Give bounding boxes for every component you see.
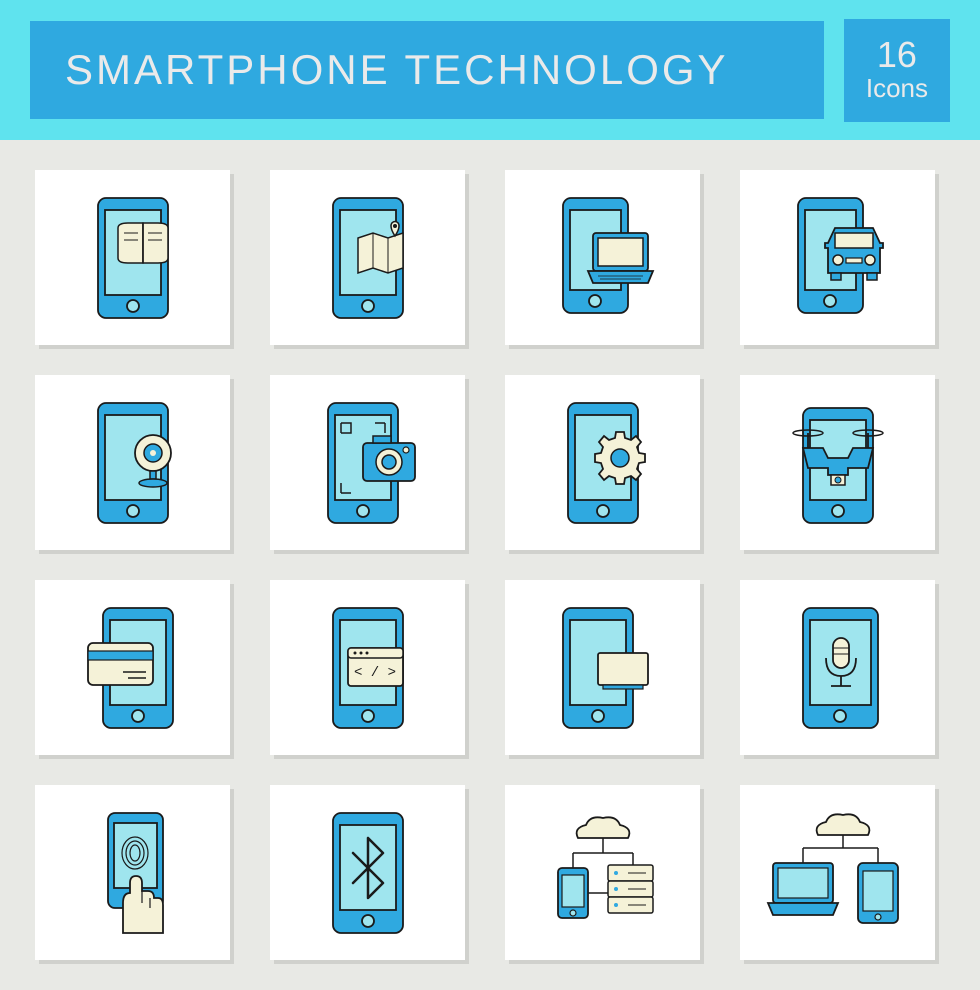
icon-count: 16 (866, 37, 928, 73)
camera-icon (303, 393, 433, 533)
tile-mic (740, 580, 935, 755)
tv-remote-icon (538, 598, 668, 738)
svg-text:< / >: < / > (353, 665, 395, 681)
drone-icon (773, 393, 903, 533)
tile-cloud-devices (740, 785, 935, 960)
bluetooth-icon (303, 803, 433, 943)
tile-bluetooth (270, 785, 465, 960)
tile-car (740, 170, 935, 345)
icon-count-label: Icons (866, 73, 928, 104)
laptop-sync-icon (538, 188, 668, 328)
tile-cloud-server (505, 785, 700, 960)
tile-drone (740, 375, 935, 550)
page-title: SMARTPHONE TECHNOLOGY (65, 46, 789, 94)
header-banner: SMARTPHONE TECHNOLOGY 16 Icons (0, 0, 980, 140)
tile-webcam (35, 375, 230, 550)
code-dev-icon: < / > (303, 598, 433, 738)
ebook-icon (68, 188, 198, 328)
car-control-icon (773, 188, 903, 328)
tile-fingerprint (35, 785, 230, 960)
microphone-icon (773, 598, 903, 738)
count-box: 16 Icons (844, 19, 950, 122)
webcam-icon (68, 393, 198, 533)
cloud-devices-icon (758, 803, 918, 943)
icon-grid: < / > (0, 140, 980, 990)
tile-laptop (505, 170, 700, 345)
fingerprint-icon (68, 803, 198, 943)
settings-icon (538, 393, 668, 533)
tile-code: < / > (270, 580, 465, 755)
tile-ebook (35, 170, 230, 345)
tile-camera (270, 375, 465, 550)
tile-payment (35, 580, 230, 755)
credit-card-icon (68, 598, 198, 738)
tile-tv (505, 580, 700, 755)
tile-settings (505, 375, 700, 550)
cloud-server-icon (528, 803, 678, 943)
title-box: SMARTPHONE TECHNOLOGY (30, 21, 824, 119)
map-icon (303, 188, 433, 328)
tile-map (270, 170, 465, 345)
